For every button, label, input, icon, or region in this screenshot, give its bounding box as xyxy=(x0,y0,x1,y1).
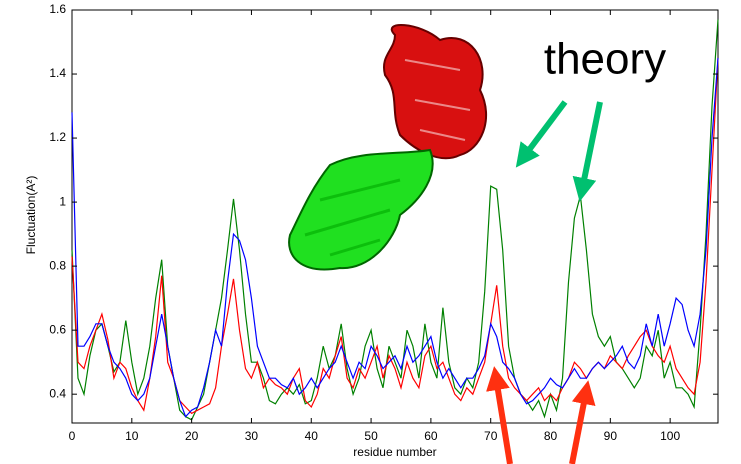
x-tick-label: 0 xyxy=(69,429,76,443)
x-tick-label: 20 xyxy=(185,429,199,443)
x-tick-label: 80 xyxy=(544,429,558,443)
x-axis-label: residue number xyxy=(353,445,436,459)
x-tick-label: 40 xyxy=(305,429,319,443)
y-tick-label: 1.6 xyxy=(49,2,66,16)
arrow xyxy=(486,366,513,464)
y-tick-label: 1.2 xyxy=(49,130,66,144)
x-tick-label: 90 xyxy=(604,429,618,443)
protein-green xyxy=(288,148,434,271)
series-line xyxy=(71,19,719,421)
x-tick-label: 50 xyxy=(364,429,378,443)
plot-frame xyxy=(71,9,719,424)
arrow xyxy=(569,380,596,464)
y-tick-label: 0.6 xyxy=(49,322,66,336)
y-axis-label: Fluctuation(A²) xyxy=(24,176,38,255)
x-tick-label: 70 xyxy=(484,429,498,443)
y-tick-label: 1.4 xyxy=(49,66,66,80)
x-tick-label: 100 xyxy=(660,429,680,443)
x-tick-label: 60 xyxy=(424,429,438,443)
y-tick-label: 0.8 xyxy=(49,258,66,272)
x-tick-label: 30 xyxy=(245,429,259,443)
arrow xyxy=(515,100,568,168)
protein-red xyxy=(382,24,488,160)
plot-area xyxy=(71,19,719,421)
annotation: theory xyxy=(544,35,666,84)
y-tick-label: 0.4 xyxy=(49,386,66,400)
series-line xyxy=(71,57,719,418)
arrow xyxy=(572,101,603,202)
x-tick-label: 10 xyxy=(125,429,139,443)
y-tick-label: 1 xyxy=(59,194,66,208)
